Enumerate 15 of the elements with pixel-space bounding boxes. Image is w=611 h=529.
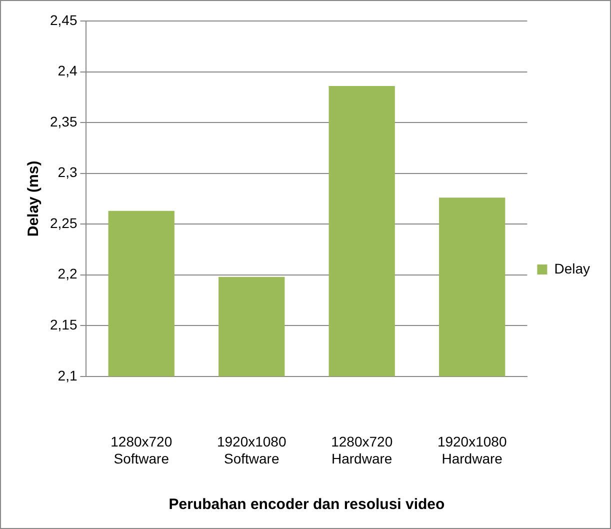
y-axis-title: Delay (ms) bbox=[25, 160, 42, 237]
y-tick-label: 2,15 bbox=[50, 316, 78, 332]
legend-label: Delay bbox=[554, 260, 590, 276]
y-tick-label: 2,1 bbox=[58, 367, 78, 384]
y-tick-label: 2,45 bbox=[50, 12, 78, 28]
y-tick-label: 2,2 bbox=[58, 266, 78, 282]
x-axis-title: Perubahan encoder dan resolusi video bbox=[168, 496, 445, 514]
x-tick-label: 1920x1080 Software bbox=[216, 434, 286, 466]
y-tick-label: 2,25 bbox=[50, 214, 78, 231]
x-tick-label: 1280x720 Software bbox=[110, 434, 172, 466]
x-tick-label: 1920x1080 Hardware bbox=[437, 434, 507, 466]
x-tick-label: 1280x720 Hardware bbox=[331, 434, 393, 466]
y-tick-label: 2,3 bbox=[58, 164, 78, 180]
y-tick-label: 2,4 bbox=[58, 62, 78, 79]
y-tick-label: 2,35 bbox=[50, 113, 78, 130]
